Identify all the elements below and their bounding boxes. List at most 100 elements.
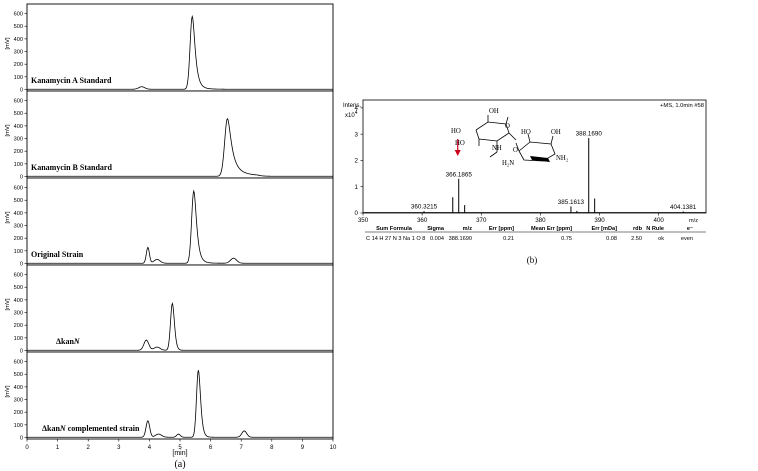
trace-label: Original Strain — [31, 250, 84, 259]
plot-frame — [26, 3, 334, 92]
x-tick-label: 380 — [535, 217, 546, 224]
trace-line — [27, 302, 333, 351]
table-header: Err [ppm] — [489, 226, 514, 232]
y-tick-label: 300 — [14, 137, 23, 143]
x-tick-label: 1 — [56, 445, 60, 451]
chromatogram-1: 0 100 200 300 400 500 600 [mV] Kanamycin A Stand… — [5, 3, 334, 94]
y-tick-label: 400 — [14, 124, 23, 130]
y-tick-label: 600 — [14, 186, 23, 192]
x-tick-label: 390 — [594, 217, 605, 224]
y-tick-label: 200 — [14, 410, 23, 416]
x-axis-unit: [min] — [172, 450, 187, 457]
y-tick-label: 600 — [14, 273, 23, 279]
y-tick-label: 0 — [20, 88, 23, 94]
chromatogram-4: 0 100 200 300 400 500 600 [mV] ΔkanN — [5, 264, 334, 355]
x-tick-label: 360 — [417, 217, 428, 224]
y-tick-label: 300 — [14, 50, 23, 56]
y-tick-label: 0 — [20, 436, 23, 442]
atom-label: HO — [451, 128, 461, 135]
table-cell: 0.004 — [430, 236, 444, 242]
trace-label: ΔkanN complemented strain — [42, 424, 140, 433]
bond — [505, 116, 509, 125]
plot-frame — [26, 264, 334, 353]
plot-frame — [26, 351, 334, 440]
table-cell: 0.21 — [503, 236, 514, 242]
panel-a-caption: (a) — [174, 459, 185, 470]
atom-label: H₂N — [502, 160, 514, 167]
table-cell: even — [681, 236, 693, 242]
atom-label: OH — [489, 108, 499, 115]
peak-label: 360.3215 — [411, 204, 438, 211]
table-header: Sum Formula — [376, 226, 413, 232]
y-axis-label: [mV] — [5, 298, 11, 310]
table-cell: 0.08 — [606, 236, 617, 242]
y-tick-label: 600 — [14, 360, 23, 366]
y-tick-label: 100 — [14, 249, 23, 255]
table-cell: 2.50 — [631, 236, 642, 242]
y-tick-label: 100 — [14, 75, 23, 81]
bond — [515, 142, 520, 152]
y-tick-label: 200 — [14, 149, 23, 155]
y-axis-label: [mV] — [5, 124, 11, 136]
y-tick-label: 400 — [14, 385, 23, 391]
x-tick-label: 10 — [330, 445, 337, 451]
y-axis-label: [mV] — [5, 37, 11, 49]
x-tick-label: 9 — [301, 445, 305, 451]
bond — [508, 132, 517, 141]
x-tick-label: 370 — [476, 217, 487, 224]
x-tick-label: 0 — [25, 445, 29, 451]
y-axis-label: [mV] — [5, 211, 11, 223]
trace-label: Kanamycin A Standard — [31, 76, 112, 85]
x-tick-label: 6 — [209, 445, 213, 451]
x-tick-label: 400 — [654, 217, 665, 224]
y-tick-label: 500 — [14, 372, 23, 378]
plot-frame — [26, 90, 334, 179]
trace-line — [27, 370, 333, 438]
y-tick-label: 200 — [14, 62, 23, 68]
y-tick-label: 100 — [14, 336, 23, 342]
peak-label: 366.1865 — [446, 171, 473, 178]
y-tick-label: 600 — [14, 12, 23, 18]
y-tick-label: 300 — [14, 224, 23, 230]
trace-label: ΔkanN — [56, 337, 81, 346]
table-cell: 388.1690 — [449, 236, 472, 242]
x-tick-label: 5 — [178, 445, 182, 451]
chromatogram-3: 0 100 200 300 400 500 600 [mV] Original Strain — [5, 177, 334, 268]
peak-label: 385.1613 — [558, 199, 585, 206]
peak-label: 404.1381 — [670, 204, 697, 211]
atom-label: O — [505, 123, 510, 130]
y-tick-label: 500 — [14, 111, 23, 117]
y-tick-label: 200 — [14, 323, 23, 329]
trace-line — [27, 117, 333, 177]
table-header: Mean Err [ppm] — [531, 226, 572, 232]
table-header: Err [mDa] — [592, 226, 618, 232]
table-cell: C 14 H 27 N 3 Na 1 O 8 — [366, 236, 425, 242]
y-tick-label: 300 — [14, 398, 23, 404]
bond — [550, 135, 554, 145]
y-tick-label: 300 — [14, 311, 23, 317]
atom-label: HO — [455, 140, 465, 147]
trace-label: Kanamycin B Standard — [31, 163, 112, 172]
wedge — [530, 156, 550, 162]
atom-label: OH — [551, 129, 561, 136]
table-header: rdb — [633, 226, 643, 232]
y-axis-label: [mV] — [5, 385, 11, 397]
y-tick-label: 600 — [14, 99, 23, 105]
atom-label: O — [513, 147, 518, 154]
y-tick-label: 500 — [14, 24, 23, 30]
x-tick-label: 350 — [358, 217, 369, 224]
mass-spectrum-panel: Intens.x104 +MS, 1.0min #58 0 1 2 3 4 350 360 370… — [343, 99, 707, 242]
bond — [527, 133, 531, 143]
formula-table: Sum Formula Sigma m/z Err [ppm] Mean Err [pp… — [365, 226, 706, 242]
y-tick-label: 400 — [14, 211, 23, 217]
table-cell: ok — [658, 236, 664, 242]
atom-label: NH — [492, 145, 502, 152]
trace-line — [27, 189, 333, 264]
y-tick-label: 3 — [355, 131, 359, 138]
y-tick-label: 500 — [14, 285, 23, 291]
x-tick-label: 4 — [148, 445, 152, 451]
spectrum-info: +MS, 1.0min #58 — [660, 103, 704, 109]
table-header: N Rule — [646, 226, 664, 232]
